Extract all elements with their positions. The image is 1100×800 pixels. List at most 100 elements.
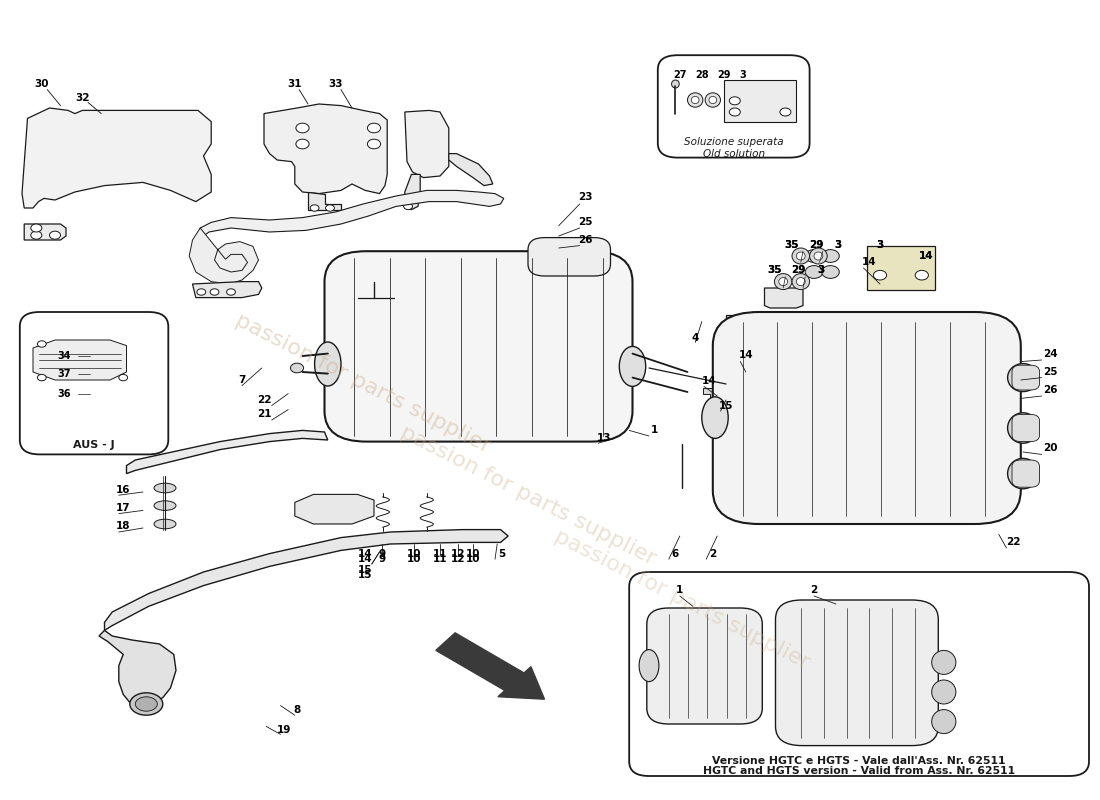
FancyBboxPatch shape bbox=[1012, 460, 1040, 487]
Circle shape bbox=[290, 363, 304, 373]
Circle shape bbox=[729, 97, 740, 105]
Text: 3: 3 bbox=[835, 240, 842, 250]
Text: 11: 11 bbox=[432, 549, 448, 558]
Ellipse shape bbox=[792, 248, 810, 264]
FancyArrow shape bbox=[436, 633, 544, 699]
Circle shape bbox=[210, 289, 219, 295]
Text: 15: 15 bbox=[358, 570, 373, 580]
Text: 25: 25 bbox=[578, 218, 593, 227]
Text: 10: 10 bbox=[465, 549, 481, 558]
Circle shape bbox=[31, 224, 42, 232]
FancyBboxPatch shape bbox=[324, 251, 632, 442]
FancyBboxPatch shape bbox=[1012, 414, 1040, 442]
Circle shape bbox=[781, 341, 794, 350]
FancyBboxPatch shape bbox=[647, 608, 762, 724]
Text: 1: 1 bbox=[651, 426, 658, 435]
Text: 14: 14 bbox=[918, 251, 934, 261]
Text: 24: 24 bbox=[1043, 349, 1058, 358]
Ellipse shape bbox=[130, 693, 163, 715]
Text: 31: 31 bbox=[287, 79, 303, 89]
Text: 14: 14 bbox=[861, 258, 877, 267]
FancyBboxPatch shape bbox=[867, 246, 935, 290]
Polygon shape bbox=[189, 228, 258, 284]
Text: 29: 29 bbox=[717, 70, 730, 80]
Text: AUS - J: AUS - J bbox=[74, 440, 114, 450]
Text: 30: 30 bbox=[34, 79, 50, 89]
Text: 3: 3 bbox=[817, 266, 824, 275]
Text: 37: 37 bbox=[57, 370, 70, 379]
Polygon shape bbox=[198, 190, 504, 240]
Circle shape bbox=[729, 108, 740, 116]
Text: 4: 4 bbox=[692, 333, 698, 342]
Ellipse shape bbox=[671, 80, 680, 88]
Text: 10: 10 bbox=[465, 554, 481, 564]
Ellipse shape bbox=[810, 248, 827, 264]
Ellipse shape bbox=[932, 710, 956, 734]
Text: 15: 15 bbox=[718, 401, 734, 410]
Text: 12: 12 bbox=[450, 549, 465, 558]
Ellipse shape bbox=[792, 274, 810, 290]
Circle shape bbox=[326, 205, 334, 211]
Polygon shape bbox=[126, 430, 328, 474]
Text: 25: 25 bbox=[1043, 367, 1058, 377]
Circle shape bbox=[822, 266, 839, 278]
Polygon shape bbox=[104, 530, 508, 630]
Polygon shape bbox=[192, 282, 262, 298]
Polygon shape bbox=[449, 154, 493, 186]
Polygon shape bbox=[405, 110, 449, 178]
Circle shape bbox=[404, 203, 412, 210]
Circle shape bbox=[367, 123, 381, 133]
Circle shape bbox=[37, 374, 46, 381]
Circle shape bbox=[367, 139, 381, 149]
Text: 16: 16 bbox=[116, 485, 131, 494]
FancyBboxPatch shape bbox=[776, 600, 938, 746]
Polygon shape bbox=[764, 288, 803, 308]
Circle shape bbox=[805, 250, 823, 262]
Polygon shape bbox=[308, 192, 341, 210]
Circle shape bbox=[915, 270, 928, 280]
Circle shape bbox=[780, 108, 791, 116]
Ellipse shape bbox=[774, 274, 792, 290]
FancyBboxPatch shape bbox=[726, 315, 801, 362]
Ellipse shape bbox=[1008, 363, 1038, 391]
Polygon shape bbox=[264, 104, 387, 194]
Text: Versione HGTC e HGTS - Vale dall'Ass. Nr. 62511: Versione HGTC e HGTS - Vale dall'Ass. Nr… bbox=[713, 756, 1005, 766]
Text: 29: 29 bbox=[808, 240, 824, 250]
Text: 6: 6 bbox=[672, 549, 679, 558]
Text: Soluzione superata: Soluzione superata bbox=[684, 138, 783, 147]
Ellipse shape bbox=[639, 650, 659, 682]
Text: 14: 14 bbox=[358, 554, 373, 564]
Text: 32: 32 bbox=[75, 93, 90, 102]
Text: 3: 3 bbox=[739, 70, 746, 80]
Ellipse shape bbox=[702, 397, 728, 438]
Text: 22: 22 bbox=[1005, 538, 1021, 547]
Text: 35: 35 bbox=[767, 266, 782, 275]
Polygon shape bbox=[405, 174, 420, 210]
Circle shape bbox=[296, 123, 309, 133]
Text: 29: 29 bbox=[808, 240, 824, 250]
Text: 23: 23 bbox=[578, 192, 593, 202]
Text: 7: 7 bbox=[239, 375, 245, 385]
Text: 2: 2 bbox=[811, 585, 817, 594]
Text: 35: 35 bbox=[784, 240, 800, 250]
Ellipse shape bbox=[315, 342, 341, 386]
Text: 3: 3 bbox=[817, 266, 824, 275]
Text: 5: 5 bbox=[498, 549, 505, 558]
Text: passion for parts supplier: passion for parts supplier bbox=[232, 310, 494, 458]
Circle shape bbox=[197, 289, 206, 295]
Text: 28: 28 bbox=[695, 70, 708, 80]
Ellipse shape bbox=[796, 278, 805, 286]
Text: 26: 26 bbox=[578, 235, 593, 245]
Text: 20: 20 bbox=[1043, 443, 1058, 453]
Ellipse shape bbox=[154, 483, 176, 493]
Text: 3: 3 bbox=[877, 240, 883, 250]
Ellipse shape bbox=[619, 346, 646, 386]
Text: 8: 8 bbox=[294, 705, 300, 714]
Polygon shape bbox=[703, 388, 727, 416]
Text: 9: 9 bbox=[378, 554, 385, 564]
Text: 27: 27 bbox=[673, 70, 686, 80]
Text: 26: 26 bbox=[1043, 386, 1058, 395]
Circle shape bbox=[296, 139, 309, 149]
Circle shape bbox=[227, 289, 235, 295]
Polygon shape bbox=[33, 340, 126, 380]
